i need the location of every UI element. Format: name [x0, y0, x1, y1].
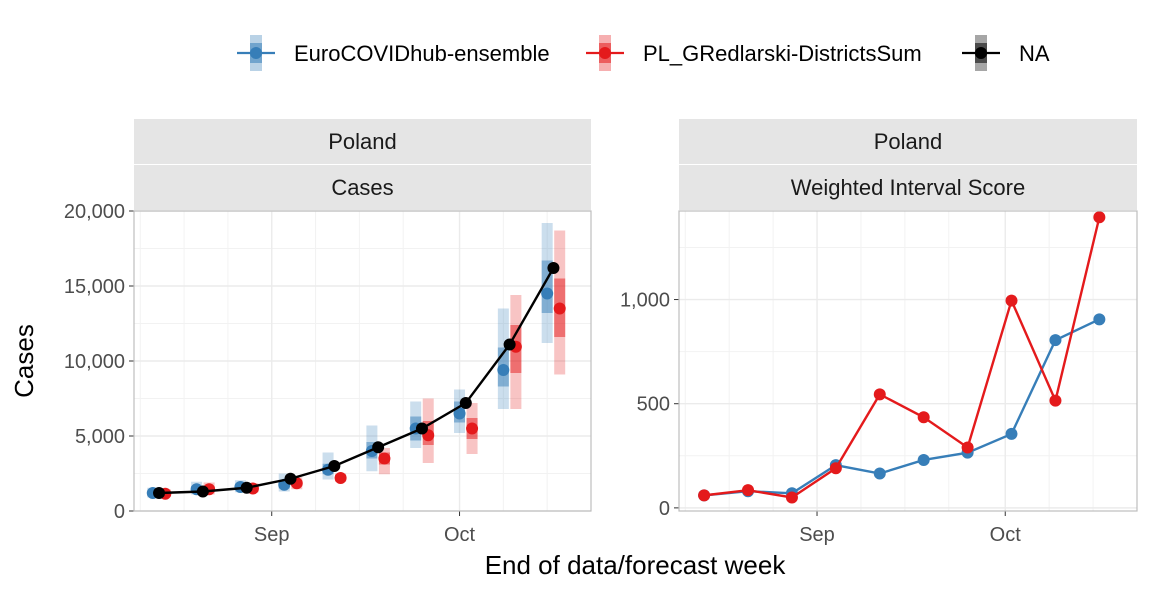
x-axis-title: End of data/forecast week: [485, 550, 787, 580]
legend-key-point: [599, 47, 611, 59]
median-point: [466, 422, 479, 435]
observed-point: [459, 397, 472, 409]
plot-area: [679, 211, 1137, 511]
observed-point: [328, 460, 341, 472]
median-point: [497, 364, 510, 376]
legend-item-0: EuroCOVIDhub-ensemble: [237, 35, 550, 71]
y-tick-label: 5,000: [75, 426, 125, 448]
median-point: [378, 452, 391, 465]
score-point: [1093, 211, 1106, 224]
y-tick-label: 20,000: [64, 201, 125, 223]
score-line: [703, 216, 1101, 499]
strip-metric: [134, 165, 591, 210]
y-tick-label: 15,000: [64, 276, 125, 298]
panel-cases: Poland Cases 0 5,000 10,000 15,000 20,000 Sep Oc…: [64, 119, 592, 546]
legend-item-1: PL_GRedlarski-DistrictsSum: [586, 35, 922, 71]
observed-point: [503, 338, 516, 351]
strip-metric-label: Weighted Interval Score: [791, 175, 1025, 200]
x-tick-label: Oct: [444, 524, 476, 546]
score-point: [873, 388, 886, 401]
y-axis-title: Cases: [9, 324, 39, 398]
score-point: [698, 489, 711, 502]
y-tick-label: 1,000: [620, 290, 670, 312]
score-point: [1049, 394, 1062, 407]
series-observed: [153, 262, 560, 499]
score-point: [1005, 294, 1018, 307]
y-tick-label: 0: [114, 501, 125, 523]
score-point: [829, 462, 842, 475]
x-tick-label: Sep: [799, 524, 835, 546]
x-tick-label: Oct: [990, 524, 1022, 546]
observed-point: [284, 472, 297, 485]
legend-label: EuroCOVIDhub-ensemble: [294, 41, 550, 66]
observed-point: [196, 485, 209, 498]
y-tick-label: 500: [637, 394, 670, 416]
observed-point: [372, 441, 385, 454]
legend-label: NA: [1019, 41, 1050, 66]
strip-metric-label: Cases: [331, 175, 393, 200]
score-point: [961, 441, 974, 454]
panel-border: [133, 210, 592, 512]
legend: EuroCOVIDhub-ensemble PL_GRedlarski-Distr…: [237, 35, 1050, 71]
score-point: [917, 411, 930, 424]
median-point: [553, 302, 566, 315]
median-point: [334, 472, 347, 484]
legend-key-point: [975, 47, 987, 59]
observed-point: [415, 422, 428, 435]
legend-label: PL_GRedlarski-DistrictsSum: [643, 41, 922, 66]
strip-location-label: Poland: [328, 129, 397, 154]
observed-point: [153, 487, 166, 499]
observed-point: [547, 262, 560, 274]
panel-wis: Poland Weighted Interval Score 0 500 1,000 Se…: [620, 119, 1138, 546]
x-tick-label: Sep: [254, 524, 290, 546]
median-point: [453, 407, 466, 420]
interval-50: [541, 260, 553, 313]
score-point: [917, 453, 930, 466]
legend-key-point: [250, 47, 262, 59]
y-tick-label: 0: [659, 498, 670, 520]
y-tick-label: 10,000: [64, 351, 125, 373]
observed-line: [159, 267, 555, 495]
grid: [679, 211, 1137, 511]
score-point: [1093, 313, 1106, 326]
score-point: [1049, 334, 1062, 347]
strip-location-label: Poland: [874, 129, 943, 154]
strip-location: [679, 119, 1137, 164]
panel-border: [678, 210, 1138, 512]
strip-location: [134, 119, 591, 164]
score-line: [703, 318, 1100, 497]
score-point: [873, 467, 886, 480]
score-point: [742, 484, 755, 497]
legend-item-2: NA: [962, 35, 1050, 71]
score-point: [785, 491, 798, 504]
strip-metric: [679, 165, 1137, 210]
series-gredlarski: [698, 211, 1106, 504]
median-point: [541, 287, 554, 300]
observed-point: [240, 481, 253, 494]
score-point: [1005, 427, 1018, 440]
